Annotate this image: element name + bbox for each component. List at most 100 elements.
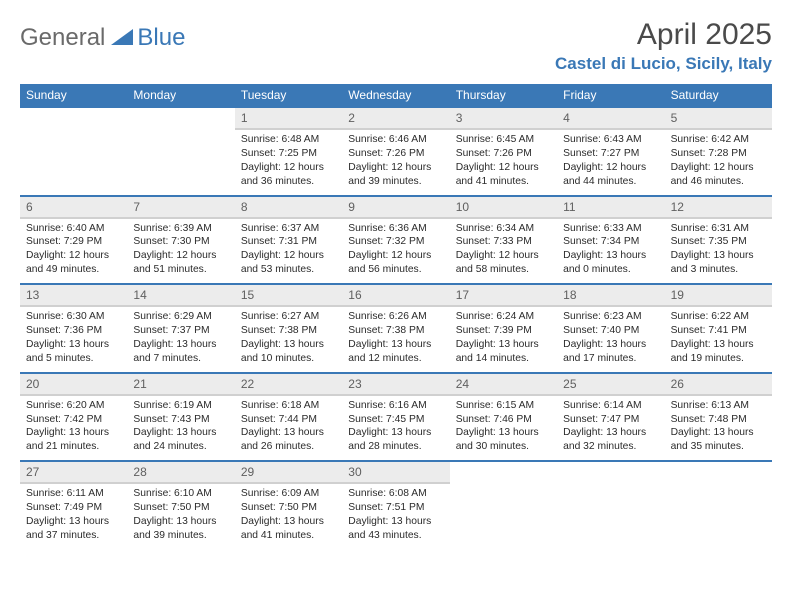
daylight-line-2: and 10 minutes. (241, 352, 336, 366)
daylight-line-1: Daylight: 13 hours (26, 515, 121, 529)
daylight-line-1: Daylight: 13 hours (456, 338, 551, 352)
day-cell: 16Sunrise: 6:26 AMSunset: 7:38 PMDayligh… (342, 283, 449, 372)
day-cell: 10Sunrise: 6:34 AMSunset: 7:33 PMDayligh… (450, 195, 557, 284)
day-cell: 11Sunrise: 6:33 AMSunset: 7:34 PMDayligh… (557, 195, 664, 284)
sunset-line: Sunset: 7:26 PM (456, 147, 551, 161)
daylight-line-2: and 58 minutes. (456, 263, 551, 277)
daylight-line-1: Daylight: 12 hours (348, 161, 443, 175)
day-body: Sunrise: 6:18 AMSunset: 7:44 PMDaylight:… (235, 396, 342, 461)
day-body: Sunrise: 6:15 AMSunset: 7:46 PMDaylight:… (450, 396, 557, 461)
weekday-header: Saturday (665, 84, 772, 106)
day-body: Sunrise: 6:14 AMSunset: 7:47 PMDaylight:… (557, 396, 664, 461)
weekday-header: Wednesday (342, 84, 449, 106)
day-cell (127, 106, 234, 195)
daylight-line-2: and 3 minutes. (671, 263, 766, 277)
sunset-line: Sunset: 7:32 PM (348, 235, 443, 249)
title-block: April 2025 Castel di Lucio, Sicily, Ital… (555, 18, 772, 74)
sunset-line: Sunset: 7:42 PM (26, 413, 121, 427)
daylight-line-2: and 56 minutes. (348, 263, 443, 277)
sunset-line: Sunset: 7:43 PM (133, 413, 228, 427)
daylight-line-2: and 43 minutes. (348, 529, 443, 543)
day-number: 11 (557, 197, 664, 219)
sunset-line: Sunset: 7:37 PM (133, 324, 228, 338)
sunrise-line: Sunrise: 6:23 AM (563, 310, 658, 324)
daylight-line-1: Daylight: 12 hours (456, 249, 551, 263)
month-title: April 2025 (555, 18, 772, 52)
sunrise-line: Sunrise: 6:45 AM (456, 133, 551, 147)
sunset-line: Sunset: 7:28 PM (671, 147, 766, 161)
day-body: Sunrise: 6:10 AMSunset: 7:50 PMDaylight:… (127, 484, 234, 549)
day-number: 6 (20, 197, 127, 219)
sunset-line: Sunset: 7:29 PM (26, 235, 121, 249)
day-number: 19 (665, 285, 772, 307)
day-body: Sunrise: 6:36 AMSunset: 7:32 PMDaylight:… (342, 219, 449, 284)
day-cell: 19Sunrise: 6:22 AMSunset: 7:41 PMDayligh… (665, 283, 772, 372)
day-number: 23 (342, 374, 449, 396)
logo-text-blue: Blue (137, 24, 185, 52)
day-number: 1 (235, 108, 342, 130)
daylight-line-2: and 7 minutes. (133, 352, 228, 366)
day-number: 4 (557, 108, 664, 130)
day-body: Sunrise: 6:23 AMSunset: 7:40 PMDaylight:… (557, 307, 664, 372)
daylight-line-2: and 21 minutes. (26, 440, 121, 454)
day-body: Sunrise: 6:09 AMSunset: 7:50 PMDaylight:… (235, 484, 342, 549)
day-cell: 4 Sunrise: 6:43 AMSunset: 7:27 PMDaylight… (557, 106, 664, 195)
sunrise-line: Sunrise: 6:14 AM (563, 399, 658, 413)
daylight-line-1: Daylight: 13 hours (456, 426, 551, 440)
day-number: 7 (127, 197, 234, 219)
daylight-line-2: and 37 minutes. (26, 529, 121, 543)
daylight-line-1: Daylight: 13 hours (241, 515, 336, 529)
daylight-line-1: Daylight: 13 hours (563, 249, 658, 263)
day-number: 26 (665, 374, 772, 396)
daylight-line-1: Daylight: 12 hours (241, 161, 336, 175)
daylight-line-2: and 24 minutes. (133, 440, 228, 454)
daylight-line-1: Daylight: 13 hours (26, 338, 121, 352)
day-body: Sunrise: 6:11 AMSunset: 7:49 PMDaylight:… (20, 484, 127, 549)
weekday-header: Monday (127, 84, 234, 106)
daylight-line-2: and 30 minutes. (456, 440, 551, 454)
sunset-line: Sunset: 7:44 PM (241, 413, 336, 427)
sunrise-line: Sunrise: 6:15 AM (456, 399, 551, 413)
daylight-line-1: Daylight: 13 hours (563, 426, 658, 440)
day-number: 18 (557, 285, 664, 307)
sunrise-line: Sunrise: 6:43 AM (563, 133, 658, 147)
daylight-line-1: Daylight: 12 hours (563, 161, 658, 175)
header: General Blue April 2025 Castel di Lucio,… (20, 18, 772, 74)
daylight-line-1: Daylight: 12 hours (241, 249, 336, 263)
day-number: 30 (342, 462, 449, 484)
daylight-line-1: Daylight: 13 hours (133, 515, 228, 529)
sunrise-line: Sunrise: 6:11 AM (26, 487, 121, 501)
weekday-header: Tuesday (235, 84, 342, 106)
daylight-line-1: Daylight: 12 hours (671, 161, 766, 175)
daylight-line-1: Daylight: 13 hours (671, 249, 766, 263)
day-cell: 28Sunrise: 6:10 AMSunset: 7:50 PMDayligh… (127, 460, 234, 549)
day-number: 17 (450, 285, 557, 307)
day-body: Sunrise: 6:30 AMSunset: 7:36 PMDaylight:… (20, 307, 127, 372)
sunset-line: Sunset: 7:31 PM (241, 235, 336, 249)
sunset-line: Sunset: 7:33 PM (456, 235, 551, 249)
day-number: 16 (342, 285, 449, 307)
daylight-line-2: and 26 minutes. (241, 440, 336, 454)
sunrise-line: Sunrise: 6:20 AM (26, 399, 121, 413)
daylight-line-2: and 46 minutes. (671, 175, 766, 189)
sunrise-line: Sunrise: 6:13 AM (671, 399, 766, 413)
daylight-line-2: and 19 minutes. (671, 352, 766, 366)
calendar-grid: SundayMondayTuesdayWednesdayThursdayFrid… (20, 84, 772, 549)
weekday-header: Friday (557, 84, 664, 106)
logo-triangle-icon (111, 27, 133, 50)
daylight-line-2: and 0 minutes. (563, 263, 658, 277)
sunrise-line: Sunrise: 6:40 AM (26, 222, 121, 236)
sunrise-line: Sunrise: 6:46 AM (348, 133, 443, 147)
daylight-line-1: Daylight: 12 hours (26, 249, 121, 263)
sunrise-line: Sunrise: 6:33 AM (563, 222, 658, 236)
sunset-line: Sunset: 7:27 PM (563, 147, 658, 161)
daylight-line-2: and 39 minutes. (133, 529, 228, 543)
daylight-line-2: and 36 minutes. (241, 175, 336, 189)
day-number: 22 (235, 374, 342, 396)
day-body: Sunrise: 6:33 AMSunset: 7:34 PMDaylight:… (557, 219, 664, 284)
daylight-line-1: Daylight: 13 hours (133, 426, 228, 440)
day-body: Sunrise: 6:19 AMSunset: 7:43 PMDaylight:… (127, 396, 234, 461)
daylight-line-1: Daylight: 13 hours (348, 338, 443, 352)
daylight-line-1: Daylight: 12 hours (133, 249, 228, 263)
sunset-line: Sunset: 7:26 PM (348, 147, 443, 161)
